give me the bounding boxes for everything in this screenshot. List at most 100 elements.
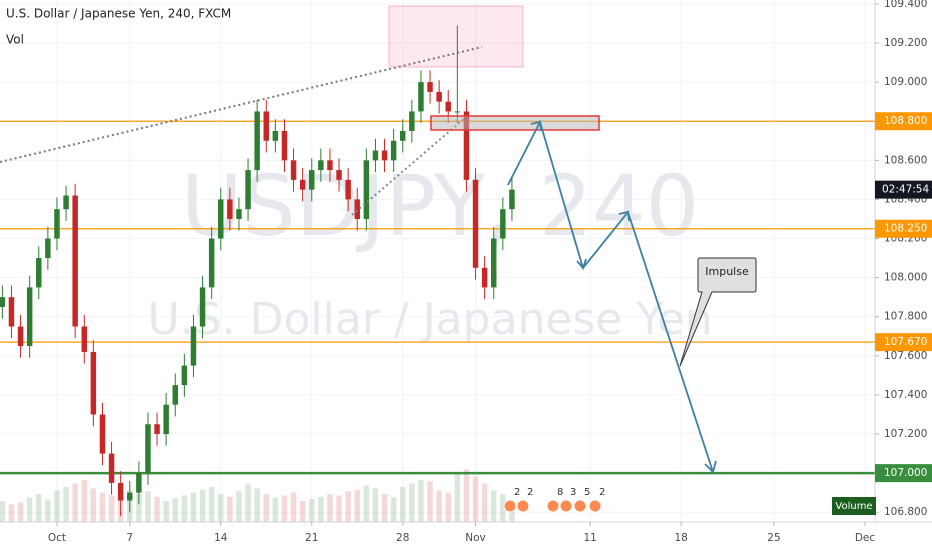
volume-bar <box>45 499 51 522</box>
volume-bar <box>390 497 397 522</box>
volume-bar <box>299 501 306 522</box>
y-tick-label: 109.200 <box>884 37 927 49</box>
price-axis <box>875 0 932 550</box>
candle-body <box>0 297 6 307</box>
candle-body <box>491 238 497 288</box>
volume-bar <box>354 489 360 522</box>
volume-layer <box>0 469 515 522</box>
x-tick-label: 11 <box>584 532 597 544</box>
candle-body <box>8 297 15 327</box>
callout-text: Impulse <box>705 265 749 278</box>
volume-bar <box>263 494 269 522</box>
event-count: 8 <box>557 487 563 498</box>
volume-bar <box>36 494 42 522</box>
volume-bar <box>327 494 333 522</box>
event-count: 2 <box>514 487 520 498</box>
volume-title: Vol <box>6 33 24 47</box>
candle-body <box>163 404 169 435</box>
candle-body <box>17 326 24 347</box>
volume-bar <box>445 492 451 522</box>
volume-bar <box>154 496 160 522</box>
candle-body <box>427 82 433 92</box>
volume-bar <box>54 490 60 522</box>
volume-bar <box>136 494 142 522</box>
candle-body <box>363 160 370 219</box>
volume-bar <box>436 490 442 522</box>
volume-bar <box>81 480 87 522</box>
event-icon <box>573 499 587 513</box>
level-label: 108.250 <box>884 223 927 235</box>
volume-bar <box>409 483 415 522</box>
level-label-box <box>875 333 932 352</box>
volume-bar <box>72 483 78 522</box>
volume-badge-text: Volume <box>835 501 872 512</box>
volume-bar <box>99 492 106 522</box>
candle-body <box>254 111 260 171</box>
candle-body <box>436 91 442 102</box>
volume-bar <box>472 476 479 522</box>
volume-bar <box>272 497 279 522</box>
candle-body <box>454 111 461 113</box>
volume-bar <box>8 504 15 522</box>
candle-body <box>336 170 342 180</box>
candle-body <box>463 111 470 180</box>
candle-body <box>90 351 97 415</box>
volume-bar <box>318 496 324 522</box>
arrow-head <box>530 120 542 132</box>
volume-bar <box>363 485 370 522</box>
volume-bar <box>400 487 406 522</box>
drawings: Impulse <box>0 5 757 474</box>
candle-body <box>136 473 142 493</box>
volume-bar <box>17 502 24 522</box>
level-label: 107.670 <box>884 336 927 348</box>
candle-body <box>154 424 160 435</box>
candle-body <box>445 101 451 112</box>
x-tick-label: Oct <box>48 532 66 544</box>
volume-bar <box>108 495 115 522</box>
volume-bar <box>208 487 215 522</box>
candle-body <box>181 365 188 386</box>
x-tick-label: 25 <box>767 532 780 544</box>
candle-body <box>99 414 106 454</box>
candle-body <box>227 199 233 219</box>
level-label-box <box>875 112 932 131</box>
volume-bar <box>418 480 424 522</box>
candle-body <box>309 170 315 190</box>
highlight-box <box>388 5 524 68</box>
volume-badge <box>832 497 876 515</box>
candle-body <box>54 209 60 239</box>
candle-body <box>500 209 506 239</box>
volume-bar <box>491 490 497 522</box>
candle-body <box>290 160 297 180</box>
watermark-subtitle: U.S. Dollar / Japanese Yen <box>148 294 713 345</box>
candle-body <box>345 179 351 200</box>
volume-bar <box>336 495 342 522</box>
callout <box>679 257 757 367</box>
candle-body <box>318 160 324 171</box>
volume-bar <box>26 497 33 522</box>
y-tick-label: 107.800 <box>884 311 927 323</box>
candle-body <box>127 492 133 501</box>
volume-bar <box>481 483 488 522</box>
candle-body <box>117 482 124 501</box>
y-tick-label: 109.000 <box>884 76 927 88</box>
candle-body <box>218 199 224 239</box>
volume-bar <box>63 487 69 522</box>
candle-body <box>172 385 178 405</box>
volume-bar <box>381 494 388 522</box>
x-tick-label: 18 <box>674 532 687 544</box>
x-tick-label: 21 <box>305 532 318 544</box>
level-label-box <box>875 464 932 483</box>
candle-body <box>390 140 397 161</box>
candle-body <box>409 111 415 131</box>
candle-body <box>299 179 306 190</box>
volume-bar <box>145 491 151 522</box>
x-tick-label: 7 <box>126 532 133 544</box>
watermark: USDJPY, 240 <box>181 157 699 255</box>
event-count: 2 <box>527 487 533 498</box>
candle-body <box>272 130 279 141</box>
level-label-box <box>875 219 932 238</box>
